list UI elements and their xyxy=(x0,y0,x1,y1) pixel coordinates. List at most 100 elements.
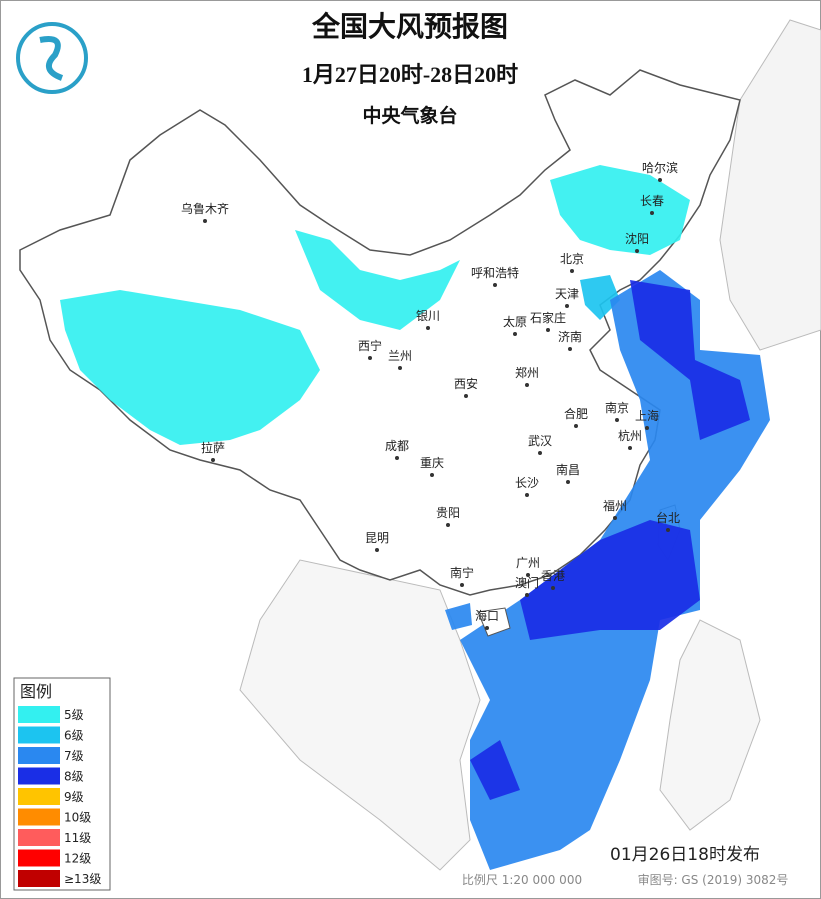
legend-swatch xyxy=(18,726,60,744)
neighbor-land xyxy=(659,619,761,831)
city-label: 福州 xyxy=(603,498,627,513)
legend-title: 图例 xyxy=(20,682,52,701)
wind-region xyxy=(60,290,320,445)
neighbor-land xyxy=(239,559,481,871)
city-label: 杭州 xyxy=(618,428,642,443)
city-label: 天津 xyxy=(555,287,579,301)
city-label: 广州 xyxy=(516,556,540,570)
legend-swatch xyxy=(18,808,60,826)
city-label: 香港 xyxy=(541,569,565,583)
wind-region xyxy=(445,603,472,630)
city-dot xyxy=(513,332,517,336)
city-dot xyxy=(568,347,572,351)
city-label: 太原 xyxy=(503,314,527,329)
legend-swatch xyxy=(18,747,60,764)
city-label: 银川 xyxy=(416,309,440,323)
city-label: 南宁 xyxy=(450,565,474,580)
city-label: 成都 xyxy=(385,439,409,453)
wind-region xyxy=(630,280,750,440)
city-dot xyxy=(551,586,555,590)
wind-region xyxy=(550,165,690,255)
city-dot xyxy=(203,219,207,223)
logo-mark xyxy=(39,36,64,81)
city-dot xyxy=(525,383,529,387)
neighbor-land xyxy=(239,19,821,871)
city-dot xyxy=(526,573,530,577)
city-label: 澳门 xyxy=(515,575,539,590)
legend-label: 7级 xyxy=(64,749,84,763)
city-dot xyxy=(446,523,450,527)
city-dot xyxy=(430,473,434,477)
city-dot xyxy=(666,528,670,532)
city-label: 济南 xyxy=(558,329,582,344)
legend-swatch xyxy=(18,788,60,805)
city-dot xyxy=(566,480,570,484)
legend: 5级 6级 7级 8级 9级 10级 11级 12级 ≥13级 xyxy=(18,706,101,887)
title: 全国大风预报图 xyxy=(311,10,508,43)
legend-swatch xyxy=(18,849,60,867)
city-label: 石家庄 xyxy=(530,310,566,325)
neighbor-land xyxy=(719,19,821,351)
city-label: 合肥 xyxy=(564,406,588,421)
city-label: 南昌 xyxy=(556,462,580,477)
legend-swatch xyxy=(18,706,60,723)
city-label: 长沙 xyxy=(515,476,539,490)
city-label: 海口 xyxy=(475,608,499,623)
legend-label: ≥13级 xyxy=(64,872,101,886)
legend-label: 9级 xyxy=(64,790,84,804)
city-dot xyxy=(658,178,662,182)
wind-region xyxy=(580,275,620,320)
city-label: 呼和浩特 xyxy=(471,265,519,280)
city-dot xyxy=(525,493,529,497)
map-number: 审图号: GS (2019) 3082号 xyxy=(638,872,789,887)
city-dot xyxy=(398,366,402,370)
city-label: 台北 xyxy=(656,510,680,525)
city-dot xyxy=(546,328,550,332)
city-label: 兰州 xyxy=(388,349,412,363)
city-label: 西安 xyxy=(454,376,478,391)
city-dot xyxy=(375,548,379,552)
period: 1月27日20时-28日20时 xyxy=(302,62,518,87)
city-dot xyxy=(464,394,468,398)
legend-swatch xyxy=(18,767,60,785)
city-dot xyxy=(460,583,464,587)
city-dot xyxy=(635,249,639,253)
legend-swatch xyxy=(18,829,60,846)
issued: 01月26日18时发布 xyxy=(610,845,760,865)
city-label: 郑州 xyxy=(515,365,539,380)
wind-region xyxy=(295,230,460,330)
city-label: 昆明 xyxy=(365,531,389,545)
city-label: 哈尔滨 xyxy=(642,160,678,175)
city-label: 长春 xyxy=(640,194,664,208)
legend-swatch xyxy=(18,870,60,887)
city-dot xyxy=(395,456,399,460)
city-label: 拉萨 xyxy=(201,440,225,455)
legend-label: 12级 xyxy=(64,852,91,866)
city-dot xyxy=(525,593,529,597)
issuer: 中央气象台 xyxy=(362,104,457,127)
city-dot xyxy=(574,424,578,428)
city-label: 沈阳 xyxy=(625,231,649,246)
city-dot xyxy=(493,283,497,287)
city-dot xyxy=(628,446,632,450)
city-label: 贵阳 xyxy=(436,506,460,520)
city-dot xyxy=(645,426,649,430)
city-label: 西宁 xyxy=(358,338,382,353)
city-label: 上海 xyxy=(635,408,659,423)
city-label: 南京 xyxy=(605,400,629,415)
city-dot xyxy=(368,356,372,360)
city-dot xyxy=(211,458,215,462)
city-dot xyxy=(650,211,654,215)
legend-label: 8级 xyxy=(64,770,84,784)
scale: 比例尺 1:20 000 000 xyxy=(462,873,582,887)
city-dot xyxy=(485,626,489,630)
city-dot xyxy=(426,326,430,330)
city-dot xyxy=(615,418,619,422)
legend-label: 11级 xyxy=(64,831,91,845)
city-dot xyxy=(613,516,617,520)
wind-region xyxy=(520,520,700,640)
city-label: 武汉 xyxy=(528,434,552,448)
city-dot xyxy=(565,304,569,308)
